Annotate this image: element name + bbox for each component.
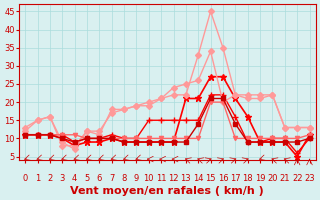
X-axis label: Vent moyen/en rafales ( km/h ): Vent moyen/en rafales ( km/h ) (70, 186, 264, 196)
